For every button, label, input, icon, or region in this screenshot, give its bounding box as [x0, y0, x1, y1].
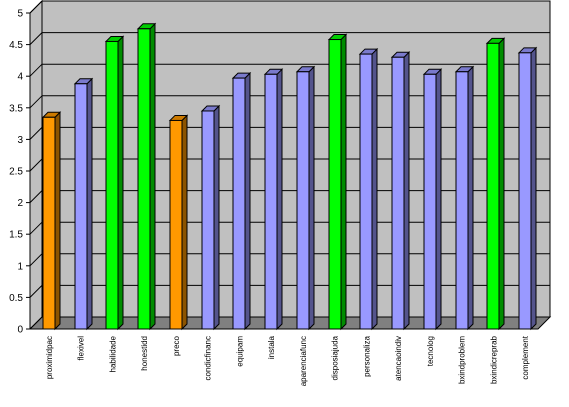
bar-side [435, 68, 442, 331]
x-tick-label: flexivel [77, 336, 86, 361]
y-axis: 0 0.5 1 1.5 2 2.5 3 3.5 4 4.5 5 [9, 9, 31, 336]
bar-front [232, 77, 246, 330]
gridline-diagonal [29, 221, 43, 235]
y-tick-label: 5 [17, 9, 23, 20]
bar-side [340, 33, 347, 331]
bar-front [423, 73, 437, 330]
bar-front [264, 73, 278, 330]
bar-front [137, 28, 151, 330]
gridline-diagonal [29, 190, 43, 203]
bar-front [169, 119, 183, 330]
x-tick-label: atencaoindiv [394, 336, 403, 381]
x-axis: proximidpac flexivel habilidade honestidd pr… [30, 328, 538, 386]
bar [295, 65, 316, 331]
bar-front [455, 71, 469, 330]
bar-side [276, 68, 283, 331]
bar-side [244, 71, 251, 331]
bar-side [467, 65, 474, 331]
bar [517, 46, 538, 331]
gridline-diagonal [29, 32, 43, 45]
bar [454, 65, 475, 331]
x-tick-label: proximidpac [45, 336, 54, 379]
bar-side [308, 65, 315, 331]
gridline-diagonal [29, 285, 43, 298]
y-tick-label: 3.5 [9, 103, 23, 114]
bar [200, 104, 221, 331]
bars [41, 22, 538, 331]
x-tick-label: bxindicreprab [489, 335, 498, 384]
gridline-diagonal [29, 95, 43, 109]
x-tick-label: bxindproblem [458, 336, 467, 384]
x-tick-label: honestidd [140, 336, 149, 371]
x-tick-label: habilidade [108, 335, 117, 372]
bar [358, 47, 379, 331]
bar-side [181, 114, 188, 331]
y-tick-label: 4 [17, 72, 23, 83]
bar-front [518, 52, 532, 330]
x-tick-label: personaliza [362, 335, 371, 376]
bar-side [117, 35, 124, 331]
bar [390, 51, 411, 331]
gridline-diagonal [29, 127, 43, 140]
bar-front [42, 116, 56, 330]
bar-front [359, 53, 373, 330]
y-tick-label: 1 [17, 261, 23, 272]
bar-side [498, 37, 505, 331]
x-tick-label: aparenciafunc [299, 336, 308, 386]
bar [422, 68, 443, 331]
bar-front [391, 56, 405, 330]
x-tick-label: complement [521, 335, 530, 379]
x-tick-label: tecnolog [426, 336, 435, 366]
y-tick-label: 0.5 [9, 293, 23, 304]
bar-front [486, 42, 500, 330]
x-tick-label: condicfinanc [204, 336, 213, 380]
bar-front [296, 71, 310, 330]
bar-side [371, 47, 378, 331]
y-tick-label: 4.5 [9, 40, 23, 51]
x-tick-label: preco [172, 335, 181, 356]
bar [327, 33, 348, 331]
y-tick-label: 3 [17, 135, 23, 146]
bar [485, 37, 506, 331]
bar [136, 22, 157, 331]
bar-side [54, 111, 61, 331]
bar-side [213, 104, 220, 331]
x-tick-label: disposiajuda [331, 335, 340, 380]
y-tick-label: 2 [17, 198, 23, 209]
bar [263, 68, 284, 331]
x-tick-label: equipam [235, 336, 244, 367]
bar [168, 114, 189, 331]
x-tick-label: instala [267, 335, 276, 359]
bar-side [86, 77, 93, 331]
bar [41, 111, 62, 331]
gridline-diagonal [29, 158, 43, 172]
bar-side [530, 46, 537, 331]
gridline-diagonal [29, 253, 43, 267]
gridline-diagonal [29, 0, 43, 14]
bar-front [105, 40, 119, 330]
bar-front [74, 83, 88, 330]
bar [104, 35, 125, 331]
y-tick-label: 0 [17, 325, 23, 336]
bar-front [328, 39, 342, 330]
y-tick-label: 2.5 [9, 167, 23, 178]
bar [73, 77, 94, 331]
bar [231, 71, 252, 331]
bar-side [149, 22, 156, 331]
bar-side [403, 51, 410, 331]
y-tick-label: 1.5 [9, 230, 23, 241]
bar-front [201, 110, 215, 330]
gridline-diagonal [29, 63, 43, 77]
